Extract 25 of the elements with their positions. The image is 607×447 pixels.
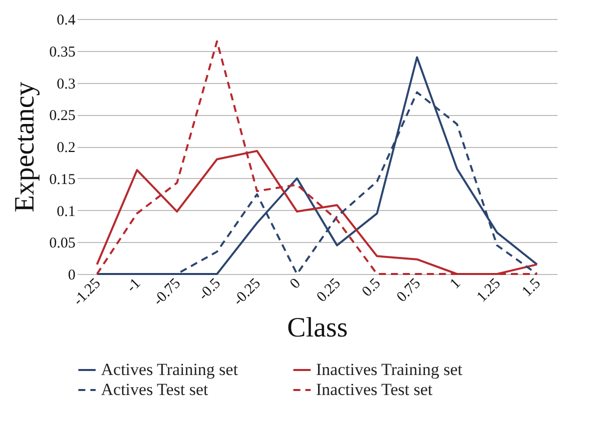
legend-label: Actives Training set xyxy=(101,360,238,379)
x-tick-label: 0.25 xyxy=(314,276,344,306)
x-axis-title: Class xyxy=(287,312,348,344)
y-axis-title: Expectancy xyxy=(9,82,40,212)
y-tick-label: 0.15 xyxy=(49,172,76,188)
y-tick-label: 0.1 xyxy=(56,204,76,220)
x-tick-label: 1.25 xyxy=(474,276,504,306)
y-tick-label: 0.35 xyxy=(49,44,76,60)
y-tick-label: 0.2 xyxy=(56,140,76,156)
x-tick-label: 0.5 xyxy=(359,276,384,300)
x-tick-label: -0.75 xyxy=(150,276,184,309)
x-tick-label: 1.5 xyxy=(519,276,544,300)
y-tick-label: 0.3 xyxy=(56,76,76,92)
legend-label: Inactives Test set xyxy=(316,380,433,399)
x-tick-label: -0.5 xyxy=(196,276,224,304)
x-tick-label: 1 xyxy=(447,276,464,292)
x-tick-label: -1 xyxy=(124,276,144,296)
y-tick-label: 0.05 xyxy=(49,236,76,252)
y-tick-label: 0.4 xyxy=(56,12,76,28)
x-tick-label: -0.25 xyxy=(230,276,264,309)
x-tick-label: 0 xyxy=(287,276,304,292)
y-tick-label: 0.25 xyxy=(49,108,76,124)
x-tick-label: 0.75 xyxy=(394,276,424,306)
legend-label: Inactives Training set xyxy=(316,360,463,379)
legend-label: Actives Test set xyxy=(101,380,208,399)
